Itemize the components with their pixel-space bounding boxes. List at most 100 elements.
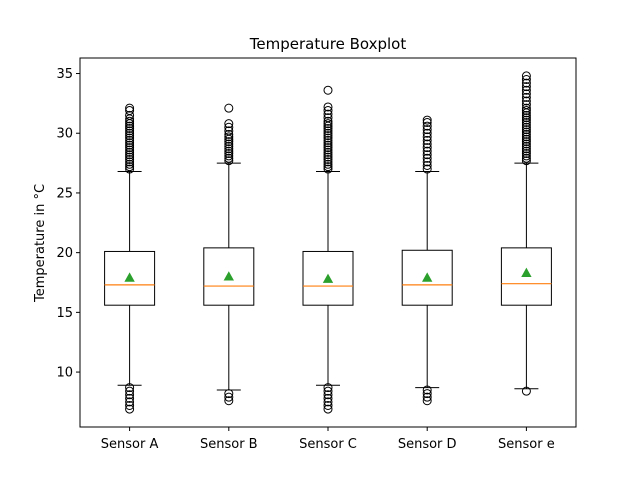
mean-marker xyxy=(422,272,433,282)
mean-marker xyxy=(124,272,135,282)
outlier-point xyxy=(224,126,234,136)
outlier-point xyxy=(323,128,333,138)
mean-marker xyxy=(322,273,334,283)
outlier-point xyxy=(224,141,234,151)
box-group xyxy=(302,85,354,414)
outlier-point xyxy=(323,143,333,153)
outlier-point xyxy=(125,152,135,162)
outlier-point xyxy=(323,152,333,162)
outlier-point xyxy=(422,132,432,142)
outlier-point xyxy=(125,116,135,126)
box-group xyxy=(203,103,255,406)
outlier-point xyxy=(521,96,531,106)
outlier-point xyxy=(422,125,432,135)
outlier-point xyxy=(125,145,135,155)
outlier-point xyxy=(323,138,333,148)
outlier-point xyxy=(125,126,135,136)
outlier-point xyxy=(521,127,531,137)
outlier-point xyxy=(521,141,531,151)
outlier-point xyxy=(521,110,531,120)
outlier-point xyxy=(323,404,333,414)
box-iqr xyxy=(302,250,354,306)
x-tick-label: Sensor D xyxy=(398,437,457,452)
outlier-point xyxy=(224,392,234,402)
outlier-point xyxy=(521,74,531,84)
outlier-point xyxy=(125,155,135,165)
outlier-point xyxy=(422,117,432,127)
box-iqr xyxy=(401,249,453,306)
outlier-point xyxy=(323,383,333,393)
outlier-point xyxy=(521,139,531,149)
outlier-point xyxy=(323,401,333,411)
outlier-point xyxy=(125,147,135,157)
outlier-point xyxy=(323,159,333,169)
outlier-point xyxy=(521,117,531,127)
outlier-point xyxy=(224,389,234,399)
outlier-point xyxy=(521,78,531,88)
outlier-point xyxy=(224,132,234,142)
outlier-point xyxy=(422,115,432,125)
box-group xyxy=(104,103,156,414)
outlier-point xyxy=(224,144,234,154)
mean-marker xyxy=(521,267,532,277)
outlier-point xyxy=(323,116,333,126)
outlier-point xyxy=(521,129,531,139)
outlier-point xyxy=(422,385,432,395)
outlier-point xyxy=(323,133,333,143)
outlier-point xyxy=(521,122,531,132)
outlier-point xyxy=(323,397,333,407)
y-tick-label: 30 xyxy=(56,127,73,142)
x-tick-label: Sensor C xyxy=(299,437,357,452)
outlier-point xyxy=(422,396,432,406)
outlier-point xyxy=(422,389,432,399)
y-tick-label: 35 xyxy=(56,67,73,82)
outlier-point xyxy=(323,106,333,116)
outlier-point xyxy=(521,149,531,159)
outlier-point xyxy=(422,135,432,145)
outlier-point xyxy=(521,82,531,92)
outlier-point xyxy=(125,106,135,116)
outlier-point xyxy=(521,103,531,113)
outlier-point xyxy=(125,123,135,133)
outlier-point xyxy=(125,397,135,407)
plot-area xyxy=(104,71,552,414)
outlier-point xyxy=(323,126,333,136)
outlier-point xyxy=(323,145,333,155)
outlier-point xyxy=(323,150,333,160)
outlier-point xyxy=(224,396,234,406)
outlier-point xyxy=(125,103,135,113)
outlier-point xyxy=(323,135,333,145)
outlier-point xyxy=(125,110,135,120)
mean-marker xyxy=(223,271,234,281)
outlier-point xyxy=(422,128,432,138)
outlier-point xyxy=(224,156,234,166)
outlier-point xyxy=(521,146,531,156)
outlier-point xyxy=(323,390,333,400)
outlier-point xyxy=(521,113,531,123)
x-tick-label: Sensor B xyxy=(200,437,258,452)
box-group xyxy=(500,71,552,396)
outlier-point xyxy=(521,120,531,130)
outlier-point xyxy=(521,156,531,166)
y-tick-label: 15 xyxy=(56,306,73,321)
outlier-point xyxy=(323,123,333,133)
outlier-point xyxy=(323,164,333,174)
outlier-point xyxy=(323,140,333,150)
outlier-point xyxy=(422,392,432,402)
outlier-point xyxy=(422,153,432,163)
outlier-point xyxy=(125,390,135,400)
outlier-point xyxy=(422,150,432,160)
outlier-point xyxy=(323,147,333,157)
outlier-point xyxy=(224,151,234,161)
outlier-point xyxy=(224,149,234,159)
outlier-point xyxy=(224,119,234,129)
outlier-point xyxy=(422,160,432,170)
x-tick-label: Sensor A xyxy=(101,437,159,452)
outlier-point xyxy=(125,143,135,153)
outlier-point xyxy=(125,150,135,160)
outlier-point xyxy=(422,146,432,156)
outlier-point xyxy=(521,125,531,135)
outlier-point xyxy=(521,92,531,102)
outlier-point xyxy=(521,71,531,81)
outlier-point xyxy=(224,153,234,163)
